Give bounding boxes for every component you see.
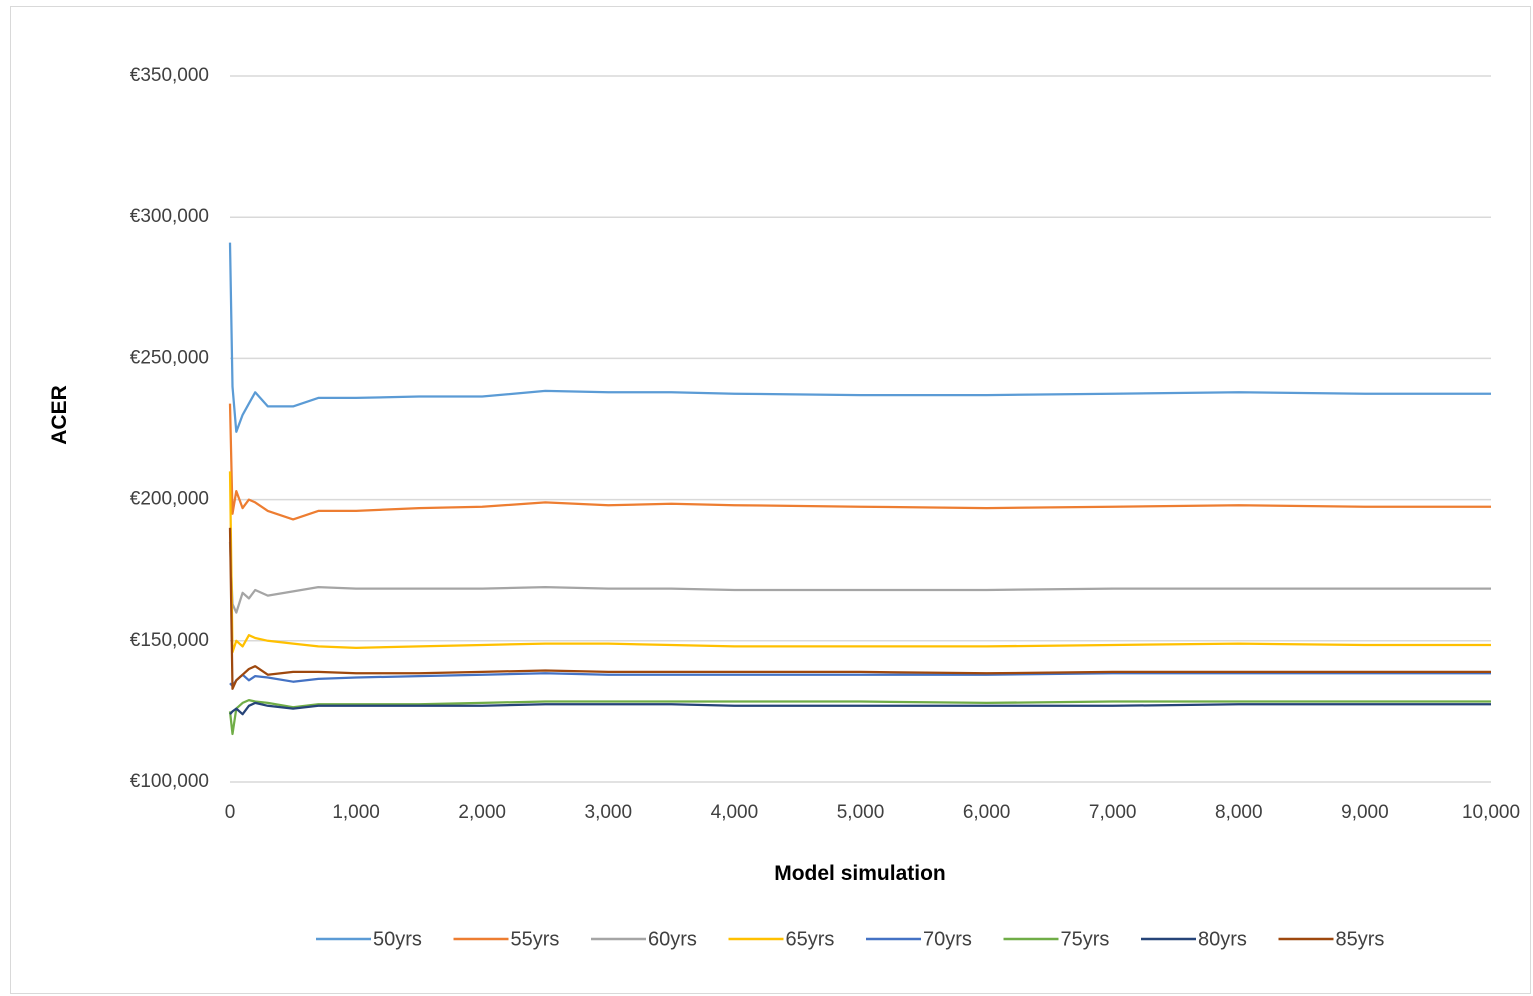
series-line-50yrs xyxy=(228,242,1491,433)
y-tick-label: €100,000 xyxy=(130,771,209,792)
x-tick-label: 2,000 xyxy=(458,802,506,823)
x-tick-label: 5,000 xyxy=(837,802,885,823)
gridlines xyxy=(230,75,1491,642)
series-line-55yrs xyxy=(228,403,1491,521)
series-lines xyxy=(228,242,1491,736)
legend-label-60yrs: 60yrs xyxy=(648,928,697,950)
y-tick-label: €350,000 xyxy=(130,65,209,86)
series-line-75yrs xyxy=(228,698,1491,736)
x-tick-label: 1,000 xyxy=(332,802,380,823)
x-tick-label: 9,000 xyxy=(1341,802,1389,823)
y-tick-label: €200,000 xyxy=(130,489,209,510)
series-line-60yrs xyxy=(228,541,1491,614)
legend-label-70yrs: 70yrs xyxy=(923,928,972,950)
legend-label-80yrs: 80yrs xyxy=(1198,928,1247,950)
x-tick-label: 8,000 xyxy=(1215,802,1263,823)
y-tick-label: €300,000 xyxy=(130,206,209,227)
series-line-85yrs xyxy=(228,527,1491,690)
x-axis-tick-labels: 0 1,000 2,000 3,000 4,000 5,000 6,000 7,000 8,00… xyxy=(225,802,1520,823)
x-tick-label: 10,000 xyxy=(1462,802,1520,823)
y-tick-label: €150,000 xyxy=(130,630,209,651)
legend-label-75yrs: 75yrs xyxy=(1061,928,1110,950)
legend-label-65yrs: 65yrs xyxy=(786,928,835,950)
legend-label-85yrs: 85yrs xyxy=(1336,928,1385,950)
x-tick-label: 0 xyxy=(225,802,236,823)
series-line-65yrs xyxy=(228,471,1491,654)
x-tick-label: 3,000 xyxy=(585,802,633,823)
series-line-80yrs xyxy=(229,701,1491,716)
x-tick-label: 4,000 xyxy=(711,802,759,823)
y-axis-title: ACER xyxy=(48,385,71,445)
series-line-70yrs xyxy=(229,672,1491,688)
y-axis-tick-labels: €100,000 €150,000 €200,000 €250,000 €300,000… xyxy=(130,65,209,792)
x-tick-label: 6,000 xyxy=(963,802,1011,823)
legend-label-50yrs: 50yrs xyxy=(373,928,422,950)
x-axis-title: Model simulation xyxy=(774,862,946,885)
y-tick-label: €250,000 xyxy=(130,347,209,368)
legend-label-55yrs: 55yrs xyxy=(511,928,560,950)
x-tick-label: 7,000 xyxy=(1089,802,1137,823)
legend: 50yrs 55yrs 60yrs 65yrs 70yrs 75yrs 80yrs 85yrs xyxy=(316,928,1384,950)
